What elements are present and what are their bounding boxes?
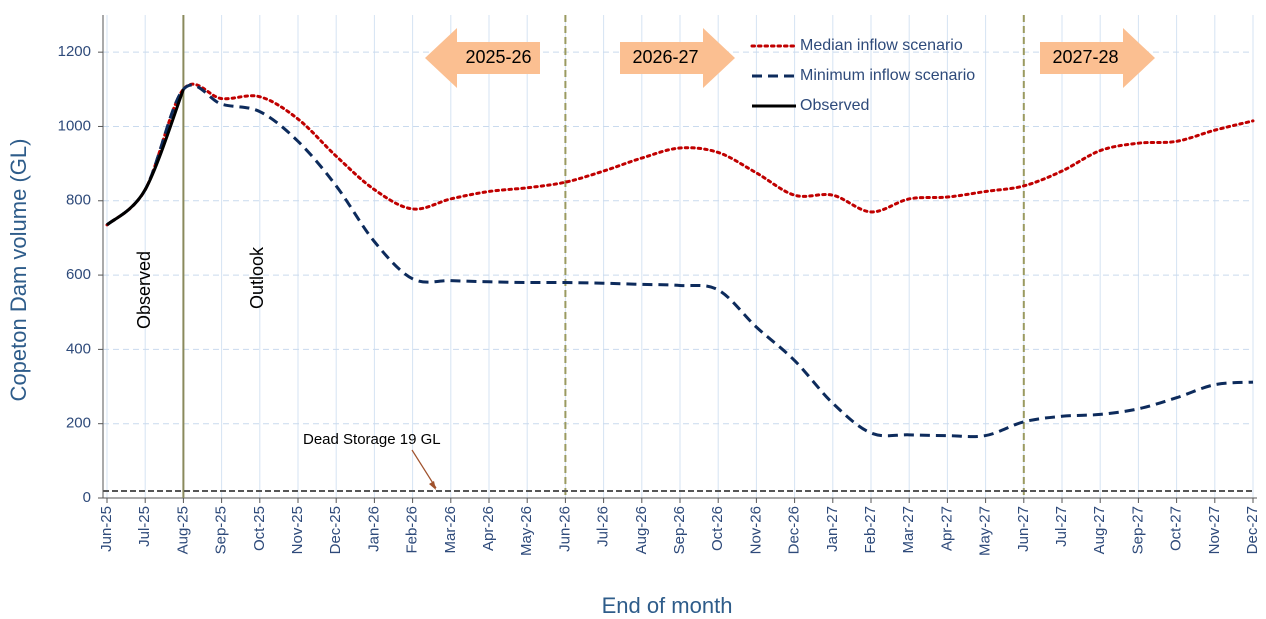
x-tick-label: Aug-27 xyxy=(1091,506,1108,554)
x-tick-label: Jul-26 xyxy=(595,506,612,547)
x-tick-label: Sep-26 xyxy=(671,506,688,554)
x-tick-label: Sep-27 xyxy=(1129,506,1146,554)
y-tick-label: 1000 xyxy=(58,117,91,134)
period-label: 2025-26 xyxy=(465,47,531,67)
x-tick-label: Jun-27 xyxy=(1015,506,1032,552)
x-tick-label: Sep-25 xyxy=(213,506,230,554)
annotation: Observed xyxy=(134,251,154,329)
x-tick-label: Nov-27 xyxy=(1206,506,1223,554)
period-arrow xyxy=(425,28,540,88)
x-tick-label: Oct-26 xyxy=(709,506,726,551)
y-tick-label: 800 xyxy=(66,192,91,209)
x-axis-title: End of month xyxy=(602,593,733,618)
y-tick-label: 0 xyxy=(83,489,91,506)
x-tick-label: Feb-27 xyxy=(862,506,879,554)
x-tick-label: Oct-25 xyxy=(251,506,268,551)
x-tick-label: Jan-27 xyxy=(824,506,841,552)
series-line xyxy=(105,83,1254,439)
dead-storage-pointer xyxy=(411,449,437,489)
x-tick-label: Nov-26 xyxy=(747,506,764,554)
x-tick-label: Aug-25 xyxy=(174,506,191,554)
x-tick-label: Dec-26 xyxy=(786,506,803,554)
x-tick-label: Jul-25 xyxy=(136,506,153,547)
series-line xyxy=(105,88,185,227)
x-tick-label: Aug-26 xyxy=(633,506,650,554)
x-tick-label: Apr-27 xyxy=(938,506,955,551)
period-label: 2026-27 xyxy=(632,47,698,67)
annotation: Outlook xyxy=(247,246,267,309)
x-tick-label: Jun-25 xyxy=(98,506,115,552)
y-tick-label: 600 xyxy=(66,266,91,283)
x-tick-label: Oct-27 xyxy=(1168,506,1185,551)
x-tick-label: Mar-27 xyxy=(900,506,917,554)
x-tick-label: Dec-25 xyxy=(327,506,344,554)
y-tick-label: 400 xyxy=(66,340,91,357)
period-arrow xyxy=(620,28,735,88)
x-tick-label: May-26 xyxy=(518,506,535,556)
x-tick-label: Feb-26 xyxy=(404,506,421,554)
x-tick-label: Jan-26 xyxy=(365,506,382,552)
x-tick-label: Jul-27 xyxy=(1053,506,1070,547)
y-axis-title: Copeton Dam volume (GL) xyxy=(6,139,31,402)
x-tick-label: Jun-26 xyxy=(556,506,573,552)
dead-storage-arrowhead xyxy=(429,481,436,490)
y-tick-label: 1200 xyxy=(58,43,91,60)
x-tick-label: Apr-26 xyxy=(480,506,497,551)
dead-storage-label: Dead Storage 19 GL xyxy=(303,431,441,448)
x-tick-label: Nov-25 xyxy=(289,506,306,554)
series-line xyxy=(105,82,1255,227)
y-tick-label: 200 xyxy=(66,415,91,432)
legend-label: Observed xyxy=(800,97,869,114)
legend-label: Median inflow scenario xyxy=(800,37,963,54)
period-label: 2027-28 xyxy=(1052,47,1118,67)
x-tick-label: Dec-27 xyxy=(1244,506,1261,554)
x-tick-label: Mar-26 xyxy=(442,506,459,554)
x-tick-label: May-27 xyxy=(977,506,994,556)
period-arrow xyxy=(1040,28,1155,88)
legend-label: Minimum inflow scenario xyxy=(800,67,975,84)
